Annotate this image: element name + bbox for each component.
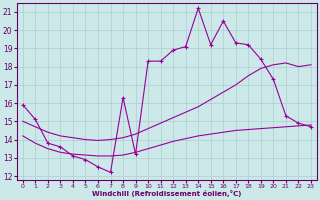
X-axis label: Windchill (Refroidissement éolien,°C): Windchill (Refroidissement éolien,°C)	[92, 190, 242, 197]
